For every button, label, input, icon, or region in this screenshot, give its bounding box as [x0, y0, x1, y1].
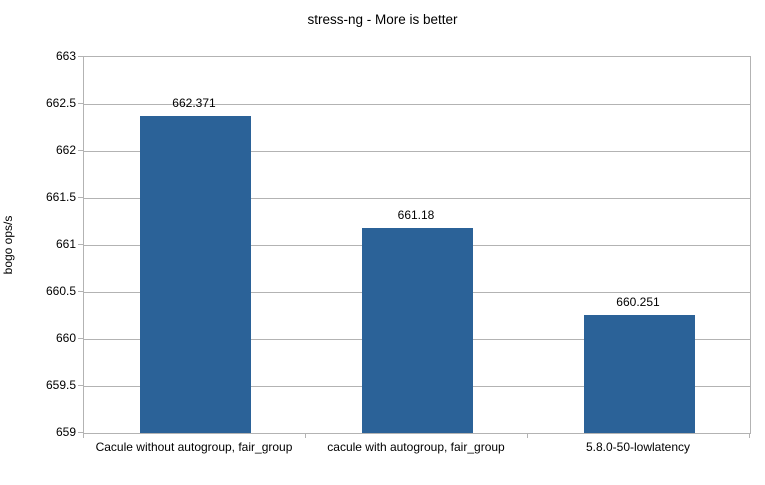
- y-axis-tick-label: 660.5: [45, 284, 76, 298]
- x-axis-tick: [83, 433, 84, 438]
- y-axis-tick: [78, 432, 83, 433]
- x-axis-category-label: 5.8.0-50-lowlatency: [585, 440, 691, 454]
- y-axis-tick-label: 660: [55, 331, 76, 345]
- x-axis-tick: [527, 433, 528, 438]
- y-axis-tick-label: 659.5: [45, 378, 76, 392]
- y-axis-tick-label: 659: [55, 425, 76, 439]
- bar-value-label: 661.18: [397, 208, 435, 222]
- gridline: [84, 150, 750, 152]
- x-axis-category-label: cacule with autogroup, fair_group: [327, 440, 505, 454]
- y-axis-tick: [78, 197, 83, 198]
- gridline: [84, 197, 750, 199]
- y-axis-tick: [78, 150, 83, 151]
- y-axis-tick-label: 663: [55, 49, 76, 63]
- y-axis-tick: [78, 338, 83, 339]
- gridline: [84, 103, 750, 105]
- y-axis-tick: [78, 56, 83, 57]
- y-axis-tick-label: 662.5: [45, 96, 76, 110]
- y-axis-tick: [78, 244, 83, 245]
- chart-title: stress-ng - More is better: [307, 12, 458, 27]
- y-axis-tick-label: 662: [55, 143, 76, 157]
- y-axis-tick: [78, 291, 83, 292]
- bar: [140, 116, 251, 433]
- x-axis-tick: [305, 433, 306, 438]
- plot-area: [83, 56, 751, 434]
- y-axis-tick: [78, 103, 83, 104]
- y-axis-tick-label: 661.5: [45, 190, 76, 204]
- y-axis-tick: [78, 385, 83, 386]
- bar-value-label: 660.251: [616, 295, 660, 309]
- x-axis-tick: [749, 433, 750, 438]
- bar-value-label: 662.371: [172, 96, 216, 110]
- x-axis-category-label: Cacule without autogroup, fair_group: [95, 440, 293, 454]
- bar: [584, 315, 695, 433]
- bar: [362, 228, 473, 433]
- y-axis-title: bogo ops/s: [1, 215, 15, 275]
- y-axis-tick-label: 661: [55, 237, 76, 251]
